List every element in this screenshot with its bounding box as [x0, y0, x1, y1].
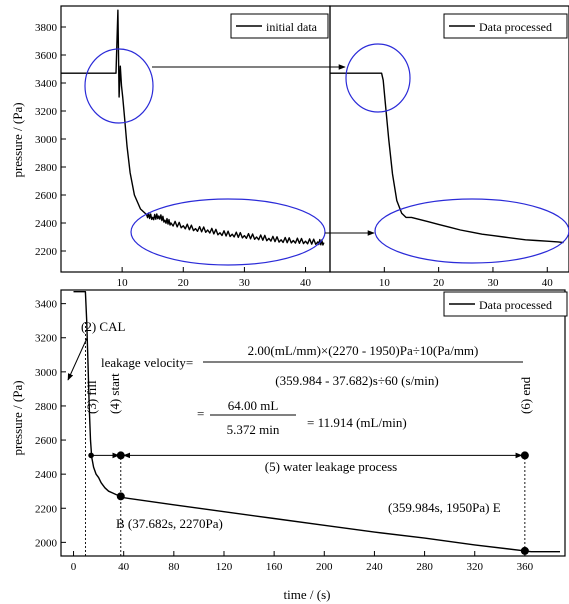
bt-marker-4 [520, 546, 529, 555]
bt-x-tick-label-4: 160 [266, 561, 283, 573]
tl-x-tick-label-1: 20 [178, 277, 190, 289]
tl-x-tick-label-0: 10 [117, 277, 129, 289]
tr-x-tick-label-1: 20 [433, 277, 445, 289]
bt-y-tick-label-0: 2000 [35, 537, 58, 549]
top-left-panel: 10 20 30 40 2200 2400 2600 2800 3000 3200 3400 3600… [35, 5, 331, 289]
bt-y-tick-label-7: 3400 [35, 299, 58, 311]
bt-x-tick-label-6: 240 [366, 561, 383, 573]
tl-x-tick-label-3: 40 [300, 277, 312, 289]
formula-denominator: (359.984 - 37.682)s÷60 (s/min) [275, 373, 438, 388]
tl-y-tick-label-1: 2400 [35, 218, 58, 230]
result-eq-sign: = [197, 406, 204, 421]
tl-y-tick-label-3: 2800 [35, 162, 58, 174]
result-numerator: 64.00 mL [228, 398, 279, 413]
bt-x-tick-label-7: 280 [416, 561, 433, 573]
bt-y-tick-label-2: 2400 [35, 469, 58, 481]
bottom-x-axis-label: time / (s) [284, 587, 331, 602]
tl-series-line-0 [61, 9, 325, 246]
tl-y-tick-label-5: 3200 [35, 106, 58, 118]
bt-marker-2 [116, 492, 125, 501]
annotation-cal: (2) CAL [81, 319, 125, 334]
result-value: = 11.914 (mL/min) [307, 415, 407, 430]
legend-data-processed-top: Data processed [443, 13, 568, 39]
annotation-point-e: (359.984s, 1950Pa) E [388, 500, 501, 515]
tr-x-tick-label-2: 30 [487, 277, 499, 289]
bt-marker-0 [88, 452, 94, 459]
annotation-point-b: B (37.682s, 2270Pa) [116, 516, 223, 531]
bt-x-tick-label-8: 320 [466, 561, 483, 573]
tl-y-tick-label-0: 2200 [35, 246, 58, 258]
legend-initial-data: initial data [230, 13, 329, 39]
tr-series-line-0 [330, 72, 564, 244]
legend-data-processed-bottom-label: Data processed [479, 298, 552, 312]
annotation-process: (5) water leakage process [265, 459, 397, 474]
annotation-start: (4) start [107, 373, 122, 414]
tl-plot-frame [60, 5, 331, 273]
annotation-cal-arrow [67, 337, 88, 381]
bt-x-tick-label-2: 80 [168, 561, 180, 573]
bt-y-tick-label-6: 3200 [35, 333, 58, 345]
bt-x-tick-label-9: 360 [517, 561, 534, 573]
tl-y-tick-label-2: 2600 [35, 190, 58, 202]
tl-y-tick-label-6: 3400 [35, 78, 58, 90]
bt-y-tick-label-4: 2800 [35, 401, 58, 413]
tl-x-tick-label-2: 30 [239, 277, 251, 289]
bt-x-tick-label-5: 200 [316, 561, 333, 573]
bt-y-tick-label-1: 2200 [35, 503, 58, 515]
bt-x-tick-label-0: 0 [71, 561, 77, 573]
highlight-ellipse-drop-processed [345, 43, 411, 113]
annotation-end: (6) end [518, 376, 533, 414]
bottom-panel: 0 40 80 120 160 200 240 280 320 360 2000 2200 2400 26… [35, 289, 566, 573]
top-right-panel: 10 20 30 40 [329, 5, 569, 289]
bt-marker-3 [520, 451, 529, 460]
highlight-ellipse-tail-processed [374, 198, 569, 264]
bt-marker-1 [116, 451, 125, 460]
tr-plot-frame [329, 5, 569, 273]
bt-x-tick-label-1: 40 [118, 561, 130, 573]
tl-y-tick-label-8: 3800 [35, 22, 58, 34]
legend-data-processed-top-label: Data processed [479, 20, 552, 34]
formula-numerator: 2.00(mL/mm)×(2270 - 1950)Pa÷10(Pa/mm) [248, 343, 479, 358]
tr-x-tick-label-0: 10 [379, 277, 391, 289]
bt-x-tick-label-3: 120 [216, 561, 233, 573]
bt-plot-frame [60, 289, 566, 557]
highlight-ellipse-tail-initial [130, 198, 326, 266]
highlight-ellipse-drop-initial [84, 48, 154, 124]
top-y-axis-label: pressure / (Pa) [10, 102, 25, 177]
result-denominator: 5.372 min [227, 422, 280, 437]
bt-y-tick-label-3: 2600 [35, 435, 58, 447]
bt-y-tick-label-5: 3000 [35, 367, 58, 379]
legend-initial-data-label: initial data [266, 20, 318, 34]
formula-label: leakage velocity= [101, 355, 193, 370]
bottom-y-axis-label: pressure / (Pa) [10, 380, 25, 455]
tr-x-tick-label-3: 40 [542, 277, 554, 289]
tl-y-tick-label-7: 3600 [35, 50, 58, 62]
legend-data-processed-bottom: Data processed [443, 291, 568, 317]
annotation-fill: (3) fill [84, 380, 99, 414]
bt-series-line-0 [73, 291, 560, 553]
tl-y-tick-label-4: 3000 [35, 134, 58, 146]
